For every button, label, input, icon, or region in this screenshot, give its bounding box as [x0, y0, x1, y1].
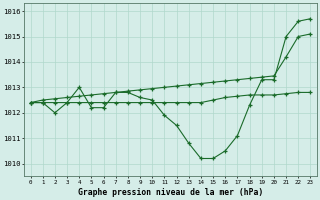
- X-axis label: Graphe pression niveau de la mer (hPa): Graphe pression niveau de la mer (hPa): [78, 188, 263, 197]
